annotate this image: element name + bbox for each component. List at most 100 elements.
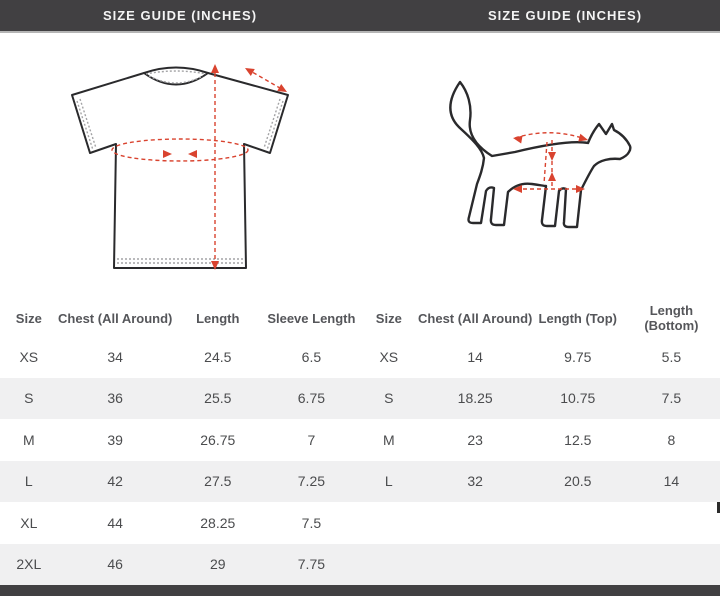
tshirt-table-header-row: Size Chest (All Around) Length Sleeve Lengt… [0, 300, 360, 336]
column-header: Length [196, 310, 240, 326]
column-header: Size [375, 310, 402, 326]
table-row: XS 14 9.75 5.5 [360, 336, 720, 378]
measurement-cell [623, 502, 720, 544]
measurement-cell: 39 [107, 431, 123, 448]
arrow-left-icon [188, 150, 197, 158]
tshirt-size-guide-title-text: SIZE GUIDE (INCHES) [102, 8, 258, 23]
measurement-cell: 8 [667, 431, 676, 448]
table-row: S 36 25.5 6.75 [0, 377, 360, 419]
measurement-cell: 26.75 [200, 431, 236, 448]
table-row: M 23 12.5 8 [360, 419, 720, 461]
measurement-cell: 12.5 [564, 431, 592, 448]
measurement-cell: 20.5 [564, 473, 592, 490]
tshirt-size-guide-title: SIZE GUIDE (INCHES) [0, 0, 360, 31]
measurement-cell: 27.5 [204, 473, 232, 490]
arrow-right-icon [163, 150, 172, 158]
table-row: 2XL 46 29 7.75 [0, 543, 360, 585]
size-cell: S [24, 390, 34, 407]
measurement-cell: 7.75 [297, 556, 326, 573]
measurement-cell: 7 [307, 431, 316, 448]
column-header: Chest (All Around) [58, 310, 173, 326]
measurement-cell: 42 [107, 473, 123, 490]
column-header: Size [15, 310, 42, 326]
measurement-cell: 29 [209, 556, 226, 573]
cat-size-guide-title: SIZE GUIDE (INCHES) [360, 0, 720, 31]
tshirt-measurement-diagram [0, 33, 360, 300]
size-cell [360, 502, 418, 544]
arrow-downright-icon [277, 84, 287, 92]
measurement-cell: 10.75 [560, 390, 596, 407]
size-cell: XL [20, 514, 38, 531]
measurement-cell [533, 502, 623, 544]
column-header: Sleeve Length [267, 310, 356, 326]
size-cell: XS [19, 348, 39, 365]
table-row: S 18.25 10.75 7.5 [360, 377, 720, 419]
measurement-cell: 46 [107, 556, 123, 573]
measurement-cell [418, 544, 533, 586]
measurement-cell: 44 [107, 514, 123, 531]
tshirt-size-table: Size Chest (All Around) Length Sleeve Lengt… [0, 300, 360, 585]
table-row: L 32 20.5 14 [360, 460, 720, 502]
measurement-cell: 9.75 [564, 348, 592, 365]
size-cell: M [382, 431, 395, 448]
arrow-up-icon [211, 64, 219, 73]
measurement-cell [418, 502, 533, 544]
measurement-cell [623, 544, 720, 586]
measurement-cell: 32 [467, 473, 483, 490]
footer-bar [0, 585, 720, 596]
measurement-cell [533, 544, 623, 586]
arrow-right-icon [578, 133, 588, 142]
table-row: XS 34 24.5 6.5 [0, 336, 360, 378]
measurement-cell: 18.25 [457, 390, 493, 407]
header-bar: SIZE GUIDE (INCHES) SIZE GUIDE (INCHES) [0, 0, 720, 33]
arrow-right-icon [576, 185, 585, 193]
table-row [360, 502, 720, 544]
measurement-cell: 7.5 [301, 514, 322, 531]
cat-table-header-row: Size Chest (All Around) Length (Top) Length… [360, 300, 720, 336]
measurement-cell: 34 [107, 348, 123, 365]
measurement-cell: 23 [467, 431, 483, 448]
arrow-upleft-icon [245, 68, 255, 76]
measurement-cell: 25.5 [204, 390, 232, 407]
scrollbar-thumb[interactable] [717, 502, 720, 513]
diagram-area [0, 33, 720, 300]
table-row [360, 543, 720, 586]
size-cell: 2XL [16, 556, 42, 573]
cat-size-table: Size Chest (All Around) Length (Top) Length… [360, 300, 720, 585]
arrow-down-icon [548, 152, 556, 161]
table-row: L 42 27.5 7.25 [0, 460, 360, 502]
arrow-up-icon [548, 172, 556, 181]
length-top-measure-line [514, 132, 586, 140]
cat-illustration [449, 80, 632, 229]
measurement-cell: 24.5 [204, 348, 232, 365]
size-cell: XS [379, 348, 399, 365]
size-tables: Size Chest (All Around) Length Sleeve Lengt… [0, 300, 720, 585]
measurement-cell: 5.5 [661, 348, 682, 365]
cat-measurement-diagram [360, 33, 720, 300]
arrow-left-icon [513, 185, 522, 193]
measurement-cell: 14 [663, 473, 680, 490]
column-header: Chest (All Around) [418, 310, 533, 326]
table-row: XL 44 28.25 7.5 [0, 502, 360, 544]
measurement-cell: 7.25 [297, 473, 326, 490]
size-cell: L [384, 473, 393, 490]
measurement-cell: 28.25 [200, 514, 236, 531]
arrow-left-icon [513, 135, 523, 144]
measurement-cell: 6.5 [301, 348, 322, 365]
size-cell: L [24, 473, 33, 490]
cat-size-guide-title-text: SIZE GUIDE (INCHES) [487, 8, 643, 23]
measurement-cell: 7.5 [661, 390, 682, 407]
size-cell [360, 544, 418, 586]
arrow-down-icon [211, 261, 219, 270]
tshirt-illustration [71, 64, 289, 270]
size-cell: M [22, 431, 35, 448]
measurement-cell: 36 [107, 390, 123, 407]
measurement-cell: 6.75 [297, 390, 326, 407]
column-header: Length (Bottom) [644, 303, 699, 333]
sleeve-measure-line [246, 68, 286, 92]
chest-measure-ellipse [111, 138, 249, 162]
measurement-cell: 14 [467, 348, 483, 365]
size-cell: S [384, 390, 394, 407]
column-header: Length (Top) [538, 310, 617, 326]
